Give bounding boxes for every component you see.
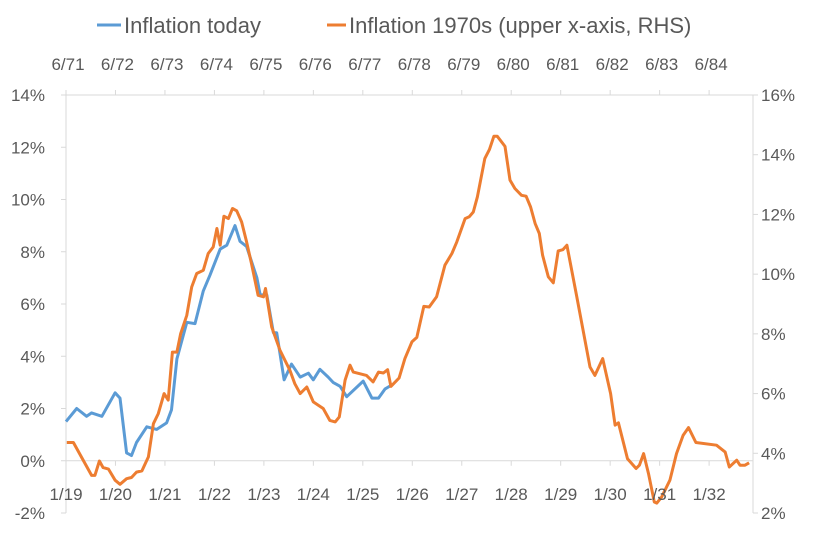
top-tick-label: 6/82	[596, 55, 629, 74]
left-tick-label: 14%	[11, 86, 45, 105]
bottom-tick-label: 1/21	[148, 485, 181, 504]
left-tick-label: 8%	[20, 243, 45, 262]
left-tick-label: 2%	[20, 400, 45, 419]
right-tick-label: 6%	[761, 385, 786, 404]
right-tick-label: 12%	[761, 205, 795, 224]
right-tick-label: 10%	[761, 265, 795, 284]
right-tick-label: 16%	[761, 86, 795, 105]
legend-label-inflation-today: Inflation today	[124, 13, 261, 38]
top-tick-label: 6/71	[51, 55, 84, 74]
top-tick-label: 6/73	[150, 55, 183, 74]
legend: Inflation today Inflation 1970s (upper x…	[97, 13, 691, 38]
bottom-tick-label: 1/25	[346, 485, 379, 504]
series-line-inflation-1970s	[66, 134, 750, 505]
top-tick-label: 6/83	[645, 55, 678, 74]
right-tick-label: 2%	[761, 504, 786, 523]
series-lines	[64, 134, 750, 505]
top-tick-label: 6/78	[398, 55, 431, 74]
left-tick-label: 12%	[11, 138, 45, 157]
tick-labels: -2% 0% 2% 4% 6% 8% 10% 12% 14% 2% 4% 6% 8% 10% 12% 14% 1…	[11, 55, 795, 523]
bottom-tick-label: 1/26	[396, 485, 429, 504]
top-tick-label: 6/80	[497, 55, 530, 74]
right-tick-label: 8%	[761, 325, 786, 344]
left-tick-label: -2%	[15, 504, 45, 523]
right-tick-label: 14%	[761, 146, 795, 165]
bottom-tick-label: 1/19	[49, 485, 82, 504]
left-tick-label: 6%	[20, 295, 45, 314]
top-tick-label: 6/79	[447, 55, 480, 74]
bottom-tick-label: 1/30	[594, 485, 627, 504]
axes	[61, 90, 758, 514]
left-tick-label: 0%	[20, 452, 45, 471]
top-tick-label: 6/76	[299, 55, 332, 74]
top-tick-label: 6/72	[101, 55, 134, 74]
top-tick-label: 6/77	[348, 55, 381, 74]
left-tick-label: 4%	[20, 347, 45, 366]
left-tick-label: 10%	[11, 191, 45, 210]
right-tick-label: 4%	[761, 444, 786, 463]
bottom-tick-label: 1/29	[544, 485, 577, 504]
bottom-tick-label: 1/27	[445, 485, 478, 504]
bottom-tick-label: 1/22	[198, 485, 231, 504]
bottom-tick-label: 1/28	[495, 485, 528, 504]
bottom-tick-label: 1/23	[247, 485, 280, 504]
bottom-tick-label: 1/32	[693, 485, 726, 504]
top-tick-label: 6/81	[546, 55, 579, 74]
top-tick-label: 6/75	[249, 55, 282, 74]
bottom-tick-label: 1/24	[297, 485, 330, 504]
top-tick-label: 6/84	[695, 55, 728, 74]
bottom-tick-label: 1/20	[99, 485, 132, 504]
bottom-tick-label: 1/31	[643, 485, 676, 504]
top-tick-label: 6/74	[200, 55, 233, 74]
series-line-inflation-today	[64, 224, 393, 457]
legend-label-inflation-1970s: Inflation 1970s (upper x-axis, RHS)	[349, 13, 691, 38]
